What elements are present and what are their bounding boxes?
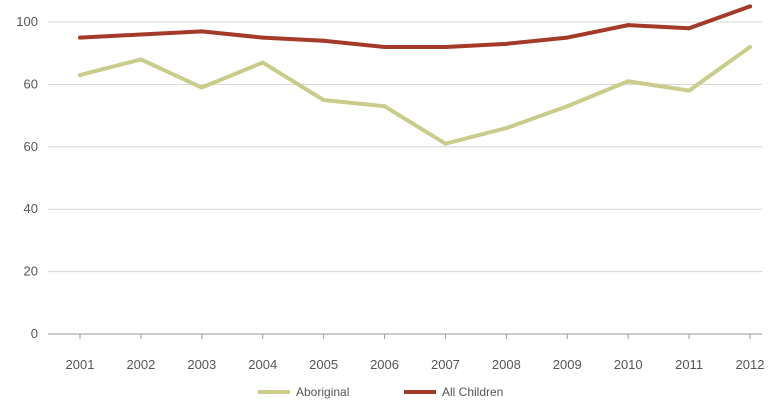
data-point xyxy=(504,41,509,46)
x-tick-label: 2003 xyxy=(187,357,216,372)
axes: 0 20 40 60 60 100 2001 2002 2003 2004 2005 2006 2007… xyxy=(16,14,764,372)
x-tick-label: 2002 xyxy=(126,357,155,372)
x-tick-label: 2007 xyxy=(431,357,460,372)
data-point xyxy=(565,35,570,40)
y-tick-label: 100 xyxy=(16,14,38,29)
x-tick-label: 2006 xyxy=(370,357,399,372)
data-point xyxy=(748,44,752,49)
legend-label-aboriginal: Aboriginal xyxy=(296,385,349,399)
y-tick-label: 60 xyxy=(24,76,38,91)
y-tick-label: 0 xyxy=(31,326,38,341)
series-lines xyxy=(78,4,752,146)
data-point xyxy=(138,32,143,37)
x-tick-label: 2012 xyxy=(736,357,765,372)
x-tick-label: 2008 xyxy=(492,357,521,372)
x-tick-label: 2011 xyxy=(675,357,703,372)
x-tick-label: 2005 xyxy=(309,357,338,372)
y-tick-label: 20 xyxy=(24,264,38,279)
data-point xyxy=(199,85,204,90)
data-point xyxy=(78,73,82,78)
data-point xyxy=(443,141,448,146)
data-point xyxy=(260,35,265,40)
data-point xyxy=(626,79,631,84)
data-point xyxy=(687,88,692,93)
data-point xyxy=(321,98,326,102)
x-tick-label: 2001 xyxy=(66,357,95,372)
gridlines xyxy=(48,21,762,273)
data-point xyxy=(565,104,570,109)
data-point xyxy=(321,38,326,43)
legend-label-all-children: All Children xyxy=(442,385,503,399)
y-tick-label: 60 xyxy=(24,139,38,154)
data-point xyxy=(504,126,509,131)
data-point xyxy=(443,44,448,49)
x-tick-label: 2009 xyxy=(553,357,582,372)
x-tick-label: 2004 xyxy=(248,357,277,372)
data-point xyxy=(382,104,387,109)
data-point xyxy=(687,26,692,31)
data-point xyxy=(260,60,265,65)
data-point xyxy=(748,4,752,9)
data-point xyxy=(78,35,82,40)
data-point xyxy=(382,44,387,49)
legend: Aboriginal All Children xyxy=(258,385,503,399)
series-line-all-children xyxy=(78,4,752,49)
y-tick-label: 40 xyxy=(24,201,38,216)
data-point xyxy=(199,29,204,34)
series-line-aboriginal xyxy=(78,44,752,146)
data-point xyxy=(138,57,143,62)
x-tick-label: 2010 xyxy=(614,357,643,372)
data-point xyxy=(626,23,631,28)
